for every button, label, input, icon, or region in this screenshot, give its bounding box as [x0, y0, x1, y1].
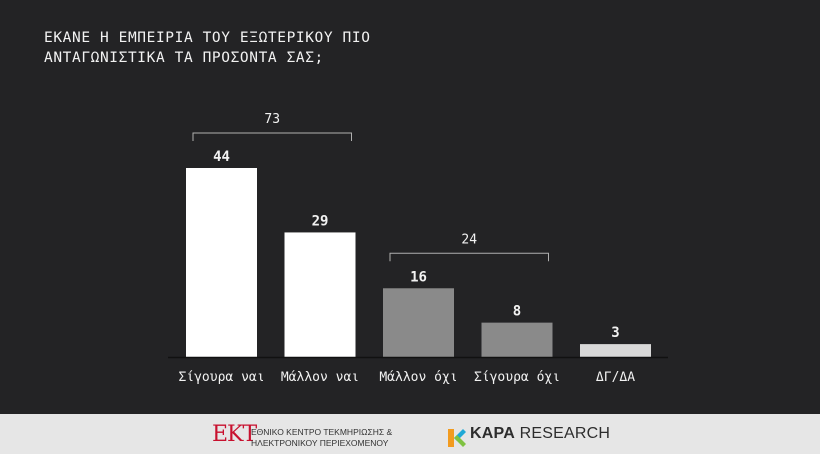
- group-bracket-2: [389, 252, 549, 262]
- ekt-name-line-1: ΕΘΝΙΚΟ ΚΕΝΤΡΟ ΤΕΚΜΗΡΙΩΣΗΣ &: [251, 427, 393, 437]
- group-total-label-1: 73: [264, 112, 280, 127]
- data-label-3: 16: [410, 269, 427, 285]
- data-label-2: 29: [312, 213, 329, 229]
- ekt-logo: ΕΚΤ: [212, 422, 257, 447]
- category-label-5: ΔΓ/ΔΑ: [596, 370, 635, 385]
- bar-3: [383, 288, 454, 357]
- ekt-name-line-2: ΗΛΕΚΤΡΟΝΙΚΟΥ ΠΕΡΙΕΧΟΜΕΝΟΥ: [251, 438, 389, 448]
- kapa-k-icon: [448, 429, 466, 447]
- group-total-label-2: 24: [461, 232, 477, 247]
- footer-logos: ΕΚΤ ΕΘΝΙΚΟ ΚΕΝΤΡΟ ΤΕΚΜΗΡΙΩΣΗΣ & ΗΛΕΚΤΡΟΝ…: [0, 414, 820, 454]
- bar-2: [284, 232, 356, 357]
- data-label-1: 44: [213, 149, 230, 165]
- category-label-3: Μάλλον όχι: [379, 370, 457, 385]
- kapa-research-logo: KAPA RESEARCH: [470, 425, 610, 443]
- kapa-rest: RESEARCH: [514, 425, 611, 442]
- group-bracket-1: [192, 132, 352, 141]
- category-label-4: Σίγουρα όχι: [474, 370, 560, 385]
- chart-title: ΕΚΑΝΕ Η ΕΜΠΕΙΡΙΑ ΤΟΥ ΕΞΩΤΕΡΙΚΟΥ ΠΙΟ ΑΝΤΑ…: [44, 28, 371, 68]
- chart-title-line-2: ΑΝΤΑΓΩΝΙΣΤΙΚΑ ΤΑ ΠΡΟΣΟΝΤΑ ΣΑΣ;: [44, 50, 324, 66]
- kapa-bold: KAPA: [470, 425, 515, 442]
- data-label-5: 3: [611, 325, 619, 341]
- chart-title-line-1: ΕΚΑΝΕ Η ΕΜΠΕΙΡΙΑ ΤΟΥ ΕΞΩΤΕΡΙΚΟΥ ΠΙΟ: [44, 30, 371, 46]
- data-label-4: 8: [513, 304, 521, 320]
- bar-5: [580, 344, 651, 357]
- bar-4: [481, 322, 553, 357]
- category-label-1: Σίγουρα ναι: [178, 370, 264, 385]
- bar-1: [186, 168, 257, 357]
- category-label-2: Μάλλον ναι: [281, 370, 359, 385]
- ekt-name: ΕΘΝΙΚΟ ΚΕΝΤΡΟ ΤΕΚΜΗΡΙΩΣΗΣ & ΗΛΕΚΤΡΟΝΙΚΟΥ…: [251, 427, 392, 449]
- bar-chart: 44 Σίγουρα ναι 29 Μάλλον ναι 16 Μάλλον όχι 8 Σί…: [168, 112, 668, 385]
